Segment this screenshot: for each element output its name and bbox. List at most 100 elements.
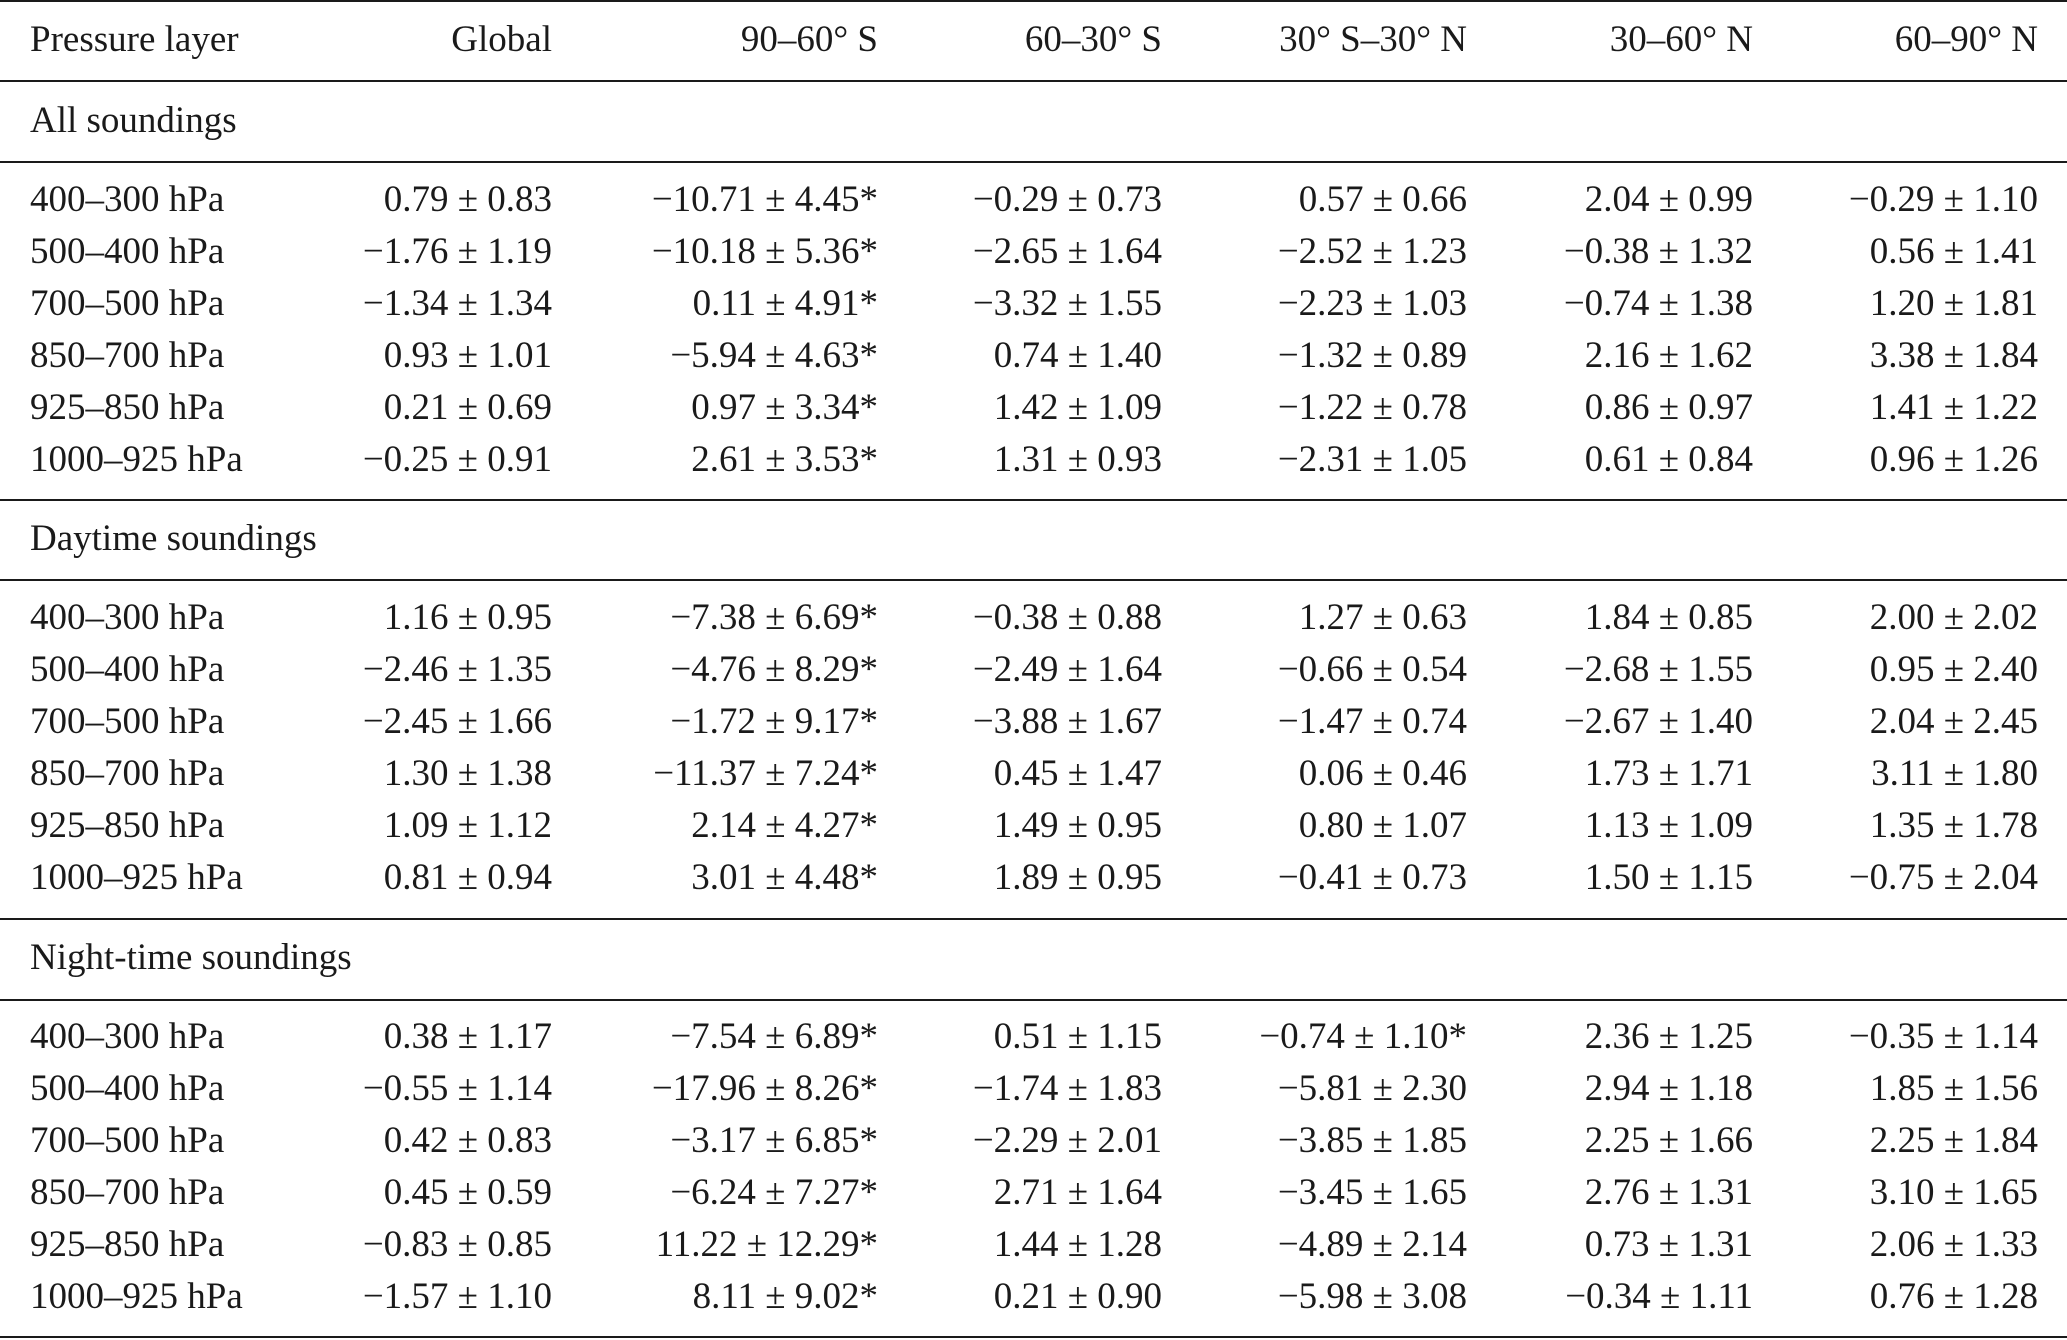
table-row: 850–700 hPa 1.30 ± 1.38 −11.37 ± 7.24* 0.45… xyxy=(0,749,2067,799)
header-lat-60-90n: 60–90° N xyxy=(1894,19,2038,60)
cell-global: 0.79 ± 0.83 xyxy=(383,179,552,220)
cell-lat-60-90n: 1.85 ± 1.56 xyxy=(1869,1068,2038,1109)
cell-pressure-layer: 400–300 hPa xyxy=(30,597,225,638)
header-global: Global xyxy=(451,19,552,60)
cell-lat-60-90n: 1.35 ± 1.78 xyxy=(1869,805,2038,846)
cell-lat-30s-30n: −2.23 ± 1.03 xyxy=(1277,283,1467,324)
cell-lat-30s-30n: 0.06 ± 0.46 xyxy=(1298,753,1467,794)
cell-pressure-layer: 850–700 hPa xyxy=(30,753,225,794)
cell-lat-30s-30n: −5.81 ± 2.30 xyxy=(1277,1068,1467,1109)
cell-lat-30-60n: 1.84 ± 0.85 xyxy=(1584,597,1753,638)
cell-lat-30s-30n: −5.98 ± 3.08 xyxy=(1277,1276,1467,1317)
cell-pressure-layer: 925–850 hPa xyxy=(30,387,225,428)
cell-pressure-layer: 1000–925 hPa xyxy=(30,439,243,480)
cell-lat-60-90n: 0.95 ± 2.40 xyxy=(1869,649,2038,690)
cell-pressure-layer: 850–700 hPa xyxy=(30,1172,225,1213)
table-row: 850–700 hPa 0.45 ± 0.59 −6.24 ± 7.27* 2.71 … xyxy=(0,1168,2067,1218)
cell-lat-60-30s: −2.65 ± 1.64 xyxy=(972,231,1162,272)
cell-lat-60-30s: −3.32 ± 1.55 xyxy=(972,283,1162,324)
cell-lat-60-30s: 0.45 ± 1.47 xyxy=(993,753,1162,794)
cell-lat-60-90n: 1.41 ± 1.22 xyxy=(1869,387,2038,428)
cell-global: 0.93 ± 1.01 xyxy=(383,335,552,376)
cell-lat-60-90n: 2.06 ± 1.33 xyxy=(1869,1224,2038,1265)
table-row: 400–300 hPa 0.38 ± 1.17 −7.54 ± 6.89* 0.51 … xyxy=(0,1012,2067,1062)
cell-lat-60-90n: −0.29 ± 1.10 xyxy=(1848,179,2038,220)
top-rule xyxy=(0,0,2067,2)
cell-lat-30-60n: 0.86 ± 0.97 xyxy=(1584,387,1753,428)
table-row: 400–300 hPa 1.16 ± 0.95 −7.38 ± 6.69* −0.38… xyxy=(0,593,2067,643)
cell-lat-60-90n: 0.76 ± 1.28 xyxy=(1869,1276,2038,1317)
header-pressure-layer: Pressure layer xyxy=(30,19,239,60)
section-rule xyxy=(0,999,2067,1001)
cell-global: −2.45 ± 1.66 xyxy=(362,701,552,742)
cell-lat-60-30s: 1.42 ± 1.09 xyxy=(993,387,1162,428)
cell-lat-90-60s: −5.94 ± 4.63* xyxy=(670,335,878,376)
cell-lat-90-60s: 2.61 ± 3.53* xyxy=(691,439,878,480)
cell-pressure-layer: 850–700 hPa xyxy=(30,335,225,376)
cell-pressure-layer: 400–300 hPa xyxy=(30,179,225,220)
cell-lat-60-30s: 2.71 ± 1.64 xyxy=(993,1172,1162,1213)
cell-lat-90-60s: −10.18 ± 5.36* xyxy=(651,231,878,272)
cell-global: −0.83 ± 0.85 xyxy=(362,1224,552,1265)
cell-lat-60-90n: 3.38 ± 1.84 xyxy=(1869,335,2038,376)
cell-lat-60-30s: 1.44 ± 1.28 xyxy=(993,1224,1162,1265)
cell-lat-30-60n: 2.36 ± 1.25 xyxy=(1584,1016,1753,1057)
cell-lat-90-60s: −7.38 ± 6.69* xyxy=(670,597,878,638)
cell-pressure-layer: 400–300 hPa xyxy=(30,1016,225,1057)
cell-lat-60-30s: 1.89 ± 0.95 xyxy=(993,857,1162,898)
cell-global: 0.38 ± 1.17 xyxy=(383,1016,552,1057)
cell-global: −1.76 ± 1.19 xyxy=(362,231,552,272)
cell-lat-60-30s: 1.49 ± 0.95 xyxy=(993,805,1162,846)
table-row: 1000–925 hPa −1.57 ± 1.10 8.11 ± 9.02* 0.21… xyxy=(0,1272,2067,1322)
cell-lat-60-30s: 0.74 ± 1.40 xyxy=(993,335,1162,376)
cell-lat-30-60n: 2.94 ± 1.18 xyxy=(1584,1068,1753,1109)
cell-lat-30s-30n: −0.41 ± 0.73 xyxy=(1277,857,1467,898)
table-row: 500–400 hPa −1.76 ± 1.19 −10.18 ± 5.36* −2.… xyxy=(0,227,2067,277)
section-end-rule xyxy=(0,499,2067,501)
cell-lat-60-30s: −0.38 ± 0.88 xyxy=(972,597,1162,638)
cell-lat-90-60s: −10.71 ± 4.45* xyxy=(651,179,878,220)
cell-pressure-layer: 1000–925 hPa xyxy=(30,857,243,898)
cell-pressure-layer: 925–850 hPa xyxy=(30,805,225,846)
header-lat-90-60s: 90–60° S xyxy=(740,19,878,60)
cell-pressure-layer: 1000–925 hPa xyxy=(30,1276,243,1317)
cell-lat-30s-30n: 1.27 ± 0.63 xyxy=(1298,597,1467,638)
cell-global: 1.09 ± 1.12 xyxy=(383,805,552,846)
cell-lat-90-60s: −1.72 ± 9.17* xyxy=(670,701,878,742)
cell-lat-30s-30n: −2.31 ± 1.05 xyxy=(1277,439,1467,480)
cell-pressure-layer: 500–400 hPa xyxy=(30,231,225,272)
cell-lat-30-60n: −2.67 ± 1.40 xyxy=(1563,701,1753,742)
cell-pressure-layer: 700–500 hPa xyxy=(30,283,225,324)
cell-lat-90-60s: −11.37 ± 7.24* xyxy=(653,753,878,794)
cell-global: −0.25 ± 0.91 xyxy=(362,439,552,480)
cell-lat-90-60s: 11.22 ± 12.29* xyxy=(655,1224,878,1265)
table-row: 400–300 hPa 0.79 ± 0.83 −10.71 ± 4.45* −0.2… xyxy=(0,175,2067,225)
cell-lat-90-60s: 8.11 ± 9.02* xyxy=(692,1276,878,1317)
cell-lat-60-30s: 1.31 ± 0.93 xyxy=(993,439,1162,480)
table-row: 1000–925 hPa 0.81 ± 0.94 3.01 ± 4.48* 1.89 … xyxy=(0,853,2067,903)
cell-global: −0.55 ± 1.14 xyxy=(362,1068,552,1109)
cell-pressure-layer: 500–400 hPa xyxy=(30,649,225,690)
cell-global: −2.46 ± 1.35 xyxy=(362,649,552,690)
cell-lat-30s-30n: −1.22 ± 0.78 xyxy=(1277,387,1467,428)
cell-lat-30-60n: 0.73 ± 1.31 xyxy=(1584,1224,1753,1265)
table-row: 925–850 hPa 0.21 ± 0.69 0.97 ± 3.34* 1.42 ±… xyxy=(0,383,2067,433)
cell-lat-30-60n: 2.76 ± 1.31 xyxy=(1584,1172,1753,1213)
cell-lat-90-60s: −6.24 ± 7.27* xyxy=(670,1172,878,1213)
table-row: 925–850 hPa 1.09 ± 1.12 2.14 ± 4.27* 1.49 ±… xyxy=(0,801,2067,851)
header-rule xyxy=(0,80,2067,82)
table-row: 700–500 hPa −1.34 ± 1.34 0.11 ± 4.91* −3.32… xyxy=(0,279,2067,329)
cell-global: 0.81 ± 0.94 xyxy=(383,857,552,898)
cell-global: 0.42 ± 0.83 xyxy=(383,1120,552,1161)
cell-global: 0.45 ± 0.59 xyxy=(383,1172,552,1213)
cell-lat-30-60n: 1.73 ± 1.71 xyxy=(1584,753,1753,794)
cell-lat-60-30s: 0.51 ± 1.15 xyxy=(993,1016,1162,1057)
cell-lat-30s-30n: −3.85 ± 1.85 xyxy=(1277,1120,1467,1161)
cell-lat-90-60s: −7.54 ± 6.89* xyxy=(670,1016,878,1057)
cell-lat-30s-30n: −3.45 ± 1.65 xyxy=(1277,1172,1467,1213)
table-row: 700–500 hPa 0.42 ± 0.83 −3.17 ± 6.85* −2.29… xyxy=(0,1116,2067,1166)
cell-lat-60-90n: 2.04 ± 2.45 xyxy=(1869,701,2038,742)
cell-lat-30s-30n: −2.52 ± 1.23 xyxy=(1277,231,1467,272)
section-title: Daytime soundings xyxy=(30,518,317,559)
header-lat-30s-30n: 30° S–30° N xyxy=(1279,19,1467,60)
